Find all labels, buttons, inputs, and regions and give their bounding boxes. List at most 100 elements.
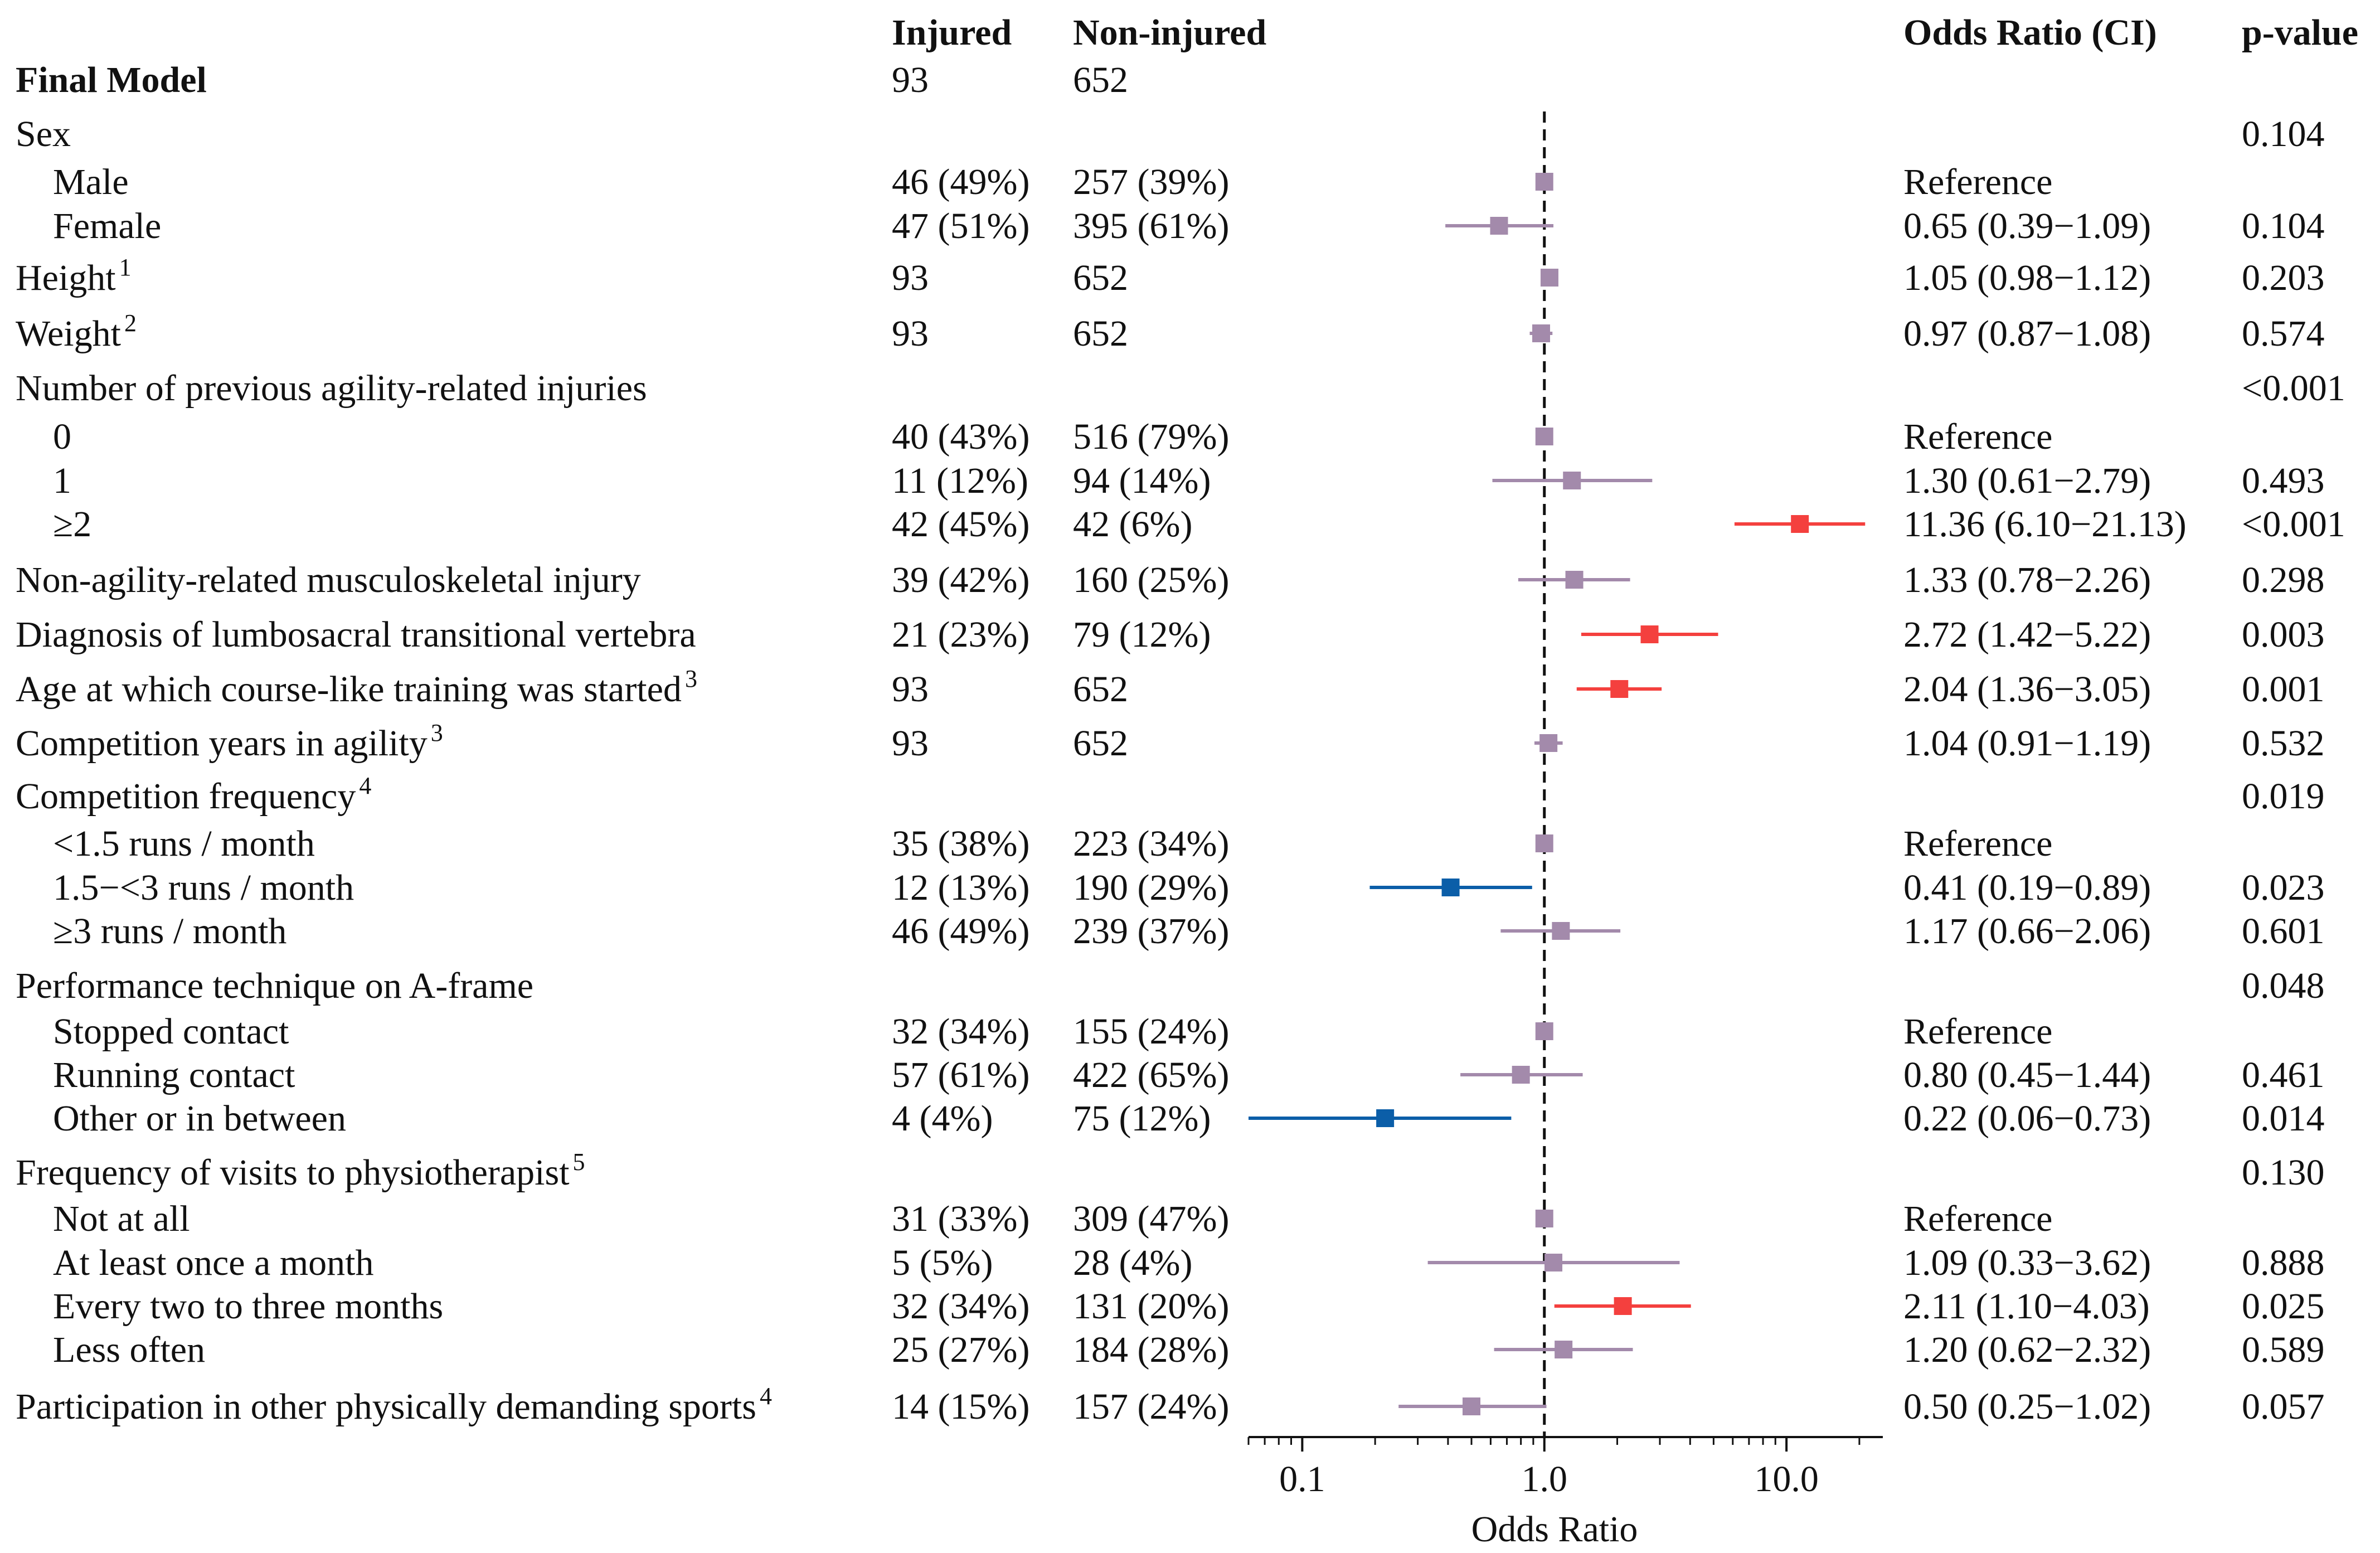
injured-count: 93 xyxy=(892,60,929,100)
odds-ratio-ci: 0.22 (0.06−0.73) xyxy=(1903,1098,2151,1139)
injured-count: 25 (27%) xyxy=(892,1329,1029,1370)
point-estimate xyxy=(1535,173,1553,191)
odds-ratio-ci: 0.50 (0.25−1.02) xyxy=(1903,1386,2151,1427)
injured-count: 12 (13%) xyxy=(892,867,1029,908)
odds-ratio-ci: 1.20 (0.62−2.32) xyxy=(1903,1329,2151,1370)
row-label-text: At least once a month xyxy=(53,1243,374,1283)
row-label-text: Running contact xyxy=(53,1055,295,1095)
odds-ratio-ci: 1.04 (0.91−1.19) xyxy=(1903,723,2151,764)
point-estimate xyxy=(1535,834,1553,852)
x-tick-label: 0.1 xyxy=(1279,1459,1325,1499)
footnote-marker: 3 xyxy=(431,719,443,746)
row-label-text: Non-agility-related musculoskeletal inju… xyxy=(16,560,641,600)
non-injured-count: 184 (28%) xyxy=(1073,1329,1229,1370)
non-injured-count: 652 xyxy=(1073,723,1128,764)
non-injured-count: 239 (37%) xyxy=(1073,911,1229,952)
row-label-text: Not at all xyxy=(53,1198,190,1239)
p-value: 0.601 xyxy=(2242,911,2325,952)
injured-count: 93 xyxy=(892,669,929,710)
p-value: 0.014 xyxy=(2242,1098,2325,1139)
row-label: Height 1 xyxy=(16,254,132,298)
injured-count: 40 (43%) xyxy=(892,416,1029,457)
injured-count: 32 (34%) xyxy=(892,1011,1029,1052)
odds-ratio-ci: Reference xyxy=(1903,162,2052,202)
point-estimate xyxy=(1539,734,1558,752)
x-tick-label: 10.0 xyxy=(1754,1459,1819,1499)
header-injured: Injured xyxy=(892,12,1012,53)
footnote-marker: 3 xyxy=(685,665,697,692)
non-injured-count: 79 (12%) xyxy=(1073,614,1211,655)
row-label-text: Performance technique on A-frame xyxy=(16,965,533,1006)
point-estimate xyxy=(1540,269,1558,287)
p-value: 0.574 xyxy=(2242,313,2325,354)
row-label: Performance technique on A-frame xyxy=(16,965,533,1006)
p-value: 0.298 xyxy=(2242,560,2325,600)
row-label-text: Number of previous agility-related injur… xyxy=(16,368,647,409)
injured-count: 21 (23%) xyxy=(892,614,1029,655)
point-estimate xyxy=(1563,472,1581,489)
row-label: 1.5−<3 runs / month xyxy=(53,867,354,908)
injured-count: 31 (33%) xyxy=(892,1198,1029,1239)
row-label-text: Diagnosis of lumbosacral transitional ve… xyxy=(16,614,696,655)
row-label: At least once a month xyxy=(53,1243,374,1283)
footnote-marker: 4 xyxy=(760,1382,772,1410)
row-label-text: Weight xyxy=(16,313,121,354)
footnote-marker: 5 xyxy=(573,1148,585,1176)
p-value: 0.025 xyxy=(2242,1286,2325,1327)
row-label-text: Less often xyxy=(53,1329,205,1370)
row-label: Participation in other physically demand… xyxy=(16,1382,772,1427)
injured-count: 42 (45%) xyxy=(892,504,1029,545)
non-injured-count: 42 (6%) xyxy=(1073,504,1192,545)
row-label: Number of previous agility-related injur… xyxy=(16,368,647,409)
x-tick-label: 1.0 xyxy=(1522,1459,1568,1499)
odds-ratio-ci: 2.11 (1.10−4.03) xyxy=(1903,1286,2150,1327)
row-label-text: 0 xyxy=(53,416,71,457)
row-label: Non-agility-related musculoskeletal inju… xyxy=(16,560,641,600)
p-value: <0.001 xyxy=(2242,504,2345,545)
p-value: 0.461 xyxy=(2242,1055,2325,1095)
point-estimate xyxy=(1490,217,1508,235)
point-estimate xyxy=(1376,1109,1395,1127)
row-label: Female xyxy=(53,206,161,246)
point-estimate xyxy=(1532,324,1551,342)
row-label: <1.5 runs / month xyxy=(53,823,315,864)
row-label-text: Female xyxy=(53,206,161,246)
p-value: 0.104 xyxy=(2242,206,2325,246)
non-injured-count: 28 (4%) xyxy=(1073,1243,1192,1283)
row-label-text: Participation in other physically demand… xyxy=(16,1386,756,1427)
row-label: Age at which course-like training was st… xyxy=(16,665,697,710)
row-label: Final Model xyxy=(16,60,207,100)
non-injured-count: 422 (65%) xyxy=(1073,1055,1229,1095)
non-injured-count: 155 (24%) xyxy=(1073,1011,1229,1052)
row-label-text: 1.5−<3 runs / month xyxy=(53,867,354,908)
odds-ratio-ci: 1.09 (0.33−3.62) xyxy=(1903,1243,2151,1283)
odds-ratio-ci: 0.80 (0.45−1.44) xyxy=(1903,1055,2151,1095)
row-label-text: ≥2 xyxy=(53,504,91,545)
row-label: Weight 2 xyxy=(16,309,137,354)
p-value: 0.493 xyxy=(2242,460,2325,501)
header-p-value: p-value xyxy=(2242,12,2358,53)
row-label: Frequency of visits to physiotherapist 5 xyxy=(16,1148,585,1193)
non-injured-count: 257 (39%) xyxy=(1073,162,1229,202)
non-injured-count: 75 (12%) xyxy=(1073,1098,1211,1139)
non-injured-count: 395 (61%) xyxy=(1073,206,1229,246)
row-label-text: 1 xyxy=(53,460,71,501)
odds-ratio-ci: 1.05 (0.98−1.12) xyxy=(1903,258,2151,298)
p-value: 0.888 xyxy=(2242,1243,2325,1283)
row-label-text: Height xyxy=(16,258,116,298)
point-estimate xyxy=(1614,1297,1632,1315)
row-label-text: Stopped contact xyxy=(53,1011,289,1052)
point-estimate xyxy=(1441,879,1460,896)
row-label: Not at all xyxy=(53,1198,190,1239)
injured-count: 46 (49%) xyxy=(892,911,1029,952)
row-label-text: Competition years in agility xyxy=(16,723,428,764)
non-injured-count: 309 (47%) xyxy=(1073,1198,1229,1239)
odds-ratio-ci: 1.30 (0.61−2.79) xyxy=(1903,460,2151,501)
p-value: 0.203 xyxy=(2242,258,2325,298)
non-injured-count: 652 xyxy=(1073,60,1128,100)
point-estimate xyxy=(1544,1254,1563,1271)
row-label: Sex xyxy=(16,114,71,154)
row-label: Competition years in agility 3 xyxy=(16,719,443,764)
point-estimate xyxy=(1640,625,1659,643)
